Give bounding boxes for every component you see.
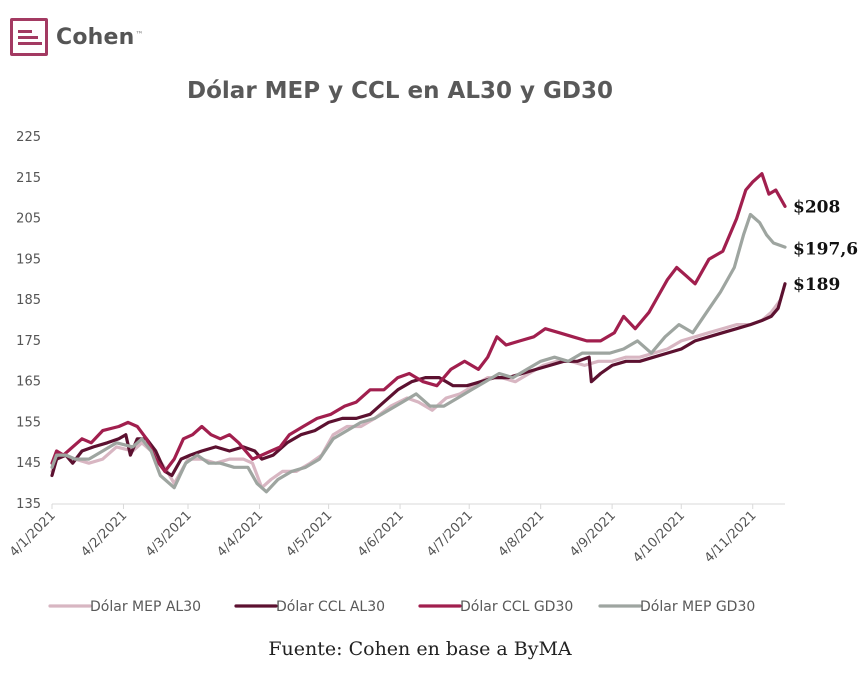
y-tick-label: 175 bbox=[16, 334, 41, 349]
x-tick-label: 4/9/2021 bbox=[567, 508, 619, 560]
line-chart: 135 145 155 165 175 185 195 205 215 225 4/1/2021 4/… bbox=[7, 130, 858, 615]
x-tick-label: 4/3/2021 bbox=[143, 508, 195, 560]
y-tick-label: 145 bbox=[16, 456, 41, 471]
y-tick-label: 135 bbox=[16, 497, 41, 512]
end-value-label-3: $189 bbox=[793, 275, 840, 295]
cohen-logo-mark-icon bbox=[10, 18, 48, 56]
legend-label-3: Dólar CCL GD30 bbox=[460, 599, 573, 615]
x-tick-label: 4/2/2021 bbox=[78, 508, 130, 560]
x-tick-label: 4/8/2021 bbox=[496, 508, 548, 560]
y-tick-label: 215 bbox=[16, 171, 41, 186]
x-tick-label: 4/6/2021 bbox=[355, 508, 407, 560]
legend-label-1: Dólar MEP AL30 bbox=[90, 599, 201, 615]
cohen-logo: Cohen™ bbox=[10, 18, 144, 56]
y-tick-label: 195 bbox=[16, 252, 41, 267]
series-line-3 bbox=[50, 172, 787, 473]
end-value-label-1: $208 bbox=[793, 197, 840, 217]
x-tick-label: 4/1/2021 bbox=[7, 508, 59, 560]
chart-end-labels: $208 $197,6 $189 bbox=[793, 197, 858, 294]
cohen-logo-text: Cohen™ bbox=[56, 24, 144, 50]
chart-title: Dólar MEP y CCL en AL30 y GD30 bbox=[187, 78, 613, 104]
y-tick-label: 225 bbox=[16, 130, 41, 145]
chart-series-lines bbox=[50, 172, 787, 494]
x-tick-label: 4/5/2021 bbox=[284, 508, 336, 560]
y-tick-label: 205 bbox=[16, 212, 41, 227]
x-tick-label: 4/7/2021 bbox=[424, 508, 476, 560]
x-tick-label: 4/4/2021 bbox=[214, 508, 266, 560]
legend-label-2: Dólar CCL AL30 bbox=[276, 599, 385, 615]
x-tick-label: 4/11/2021 bbox=[702, 508, 760, 566]
y-tick-label: 155 bbox=[16, 415, 41, 430]
chart-legend: Dólar MEP AL30 Dólar CCL AL30 Dólar CCL GD… bbox=[48, 599, 755, 615]
x-tick-label: 4/10/2021 bbox=[630, 508, 688, 566]
end-value-label-2: $197,6 bbox=[793, 240, 858, 260]
y-tick-label: 185 bbox=[16, 293, 41, 308]
legend-label-4: Dólar MEP GD30 bbox=[640, 599, 755, 615]
y-tick-label: 165 bbox=[16, 375, 41, 390]
source-note: Fuente: Cohen en base a ByMA bbox=[268, 638, 572, 660]
series-line-4 bbox=[50, 212, 787, 494]
